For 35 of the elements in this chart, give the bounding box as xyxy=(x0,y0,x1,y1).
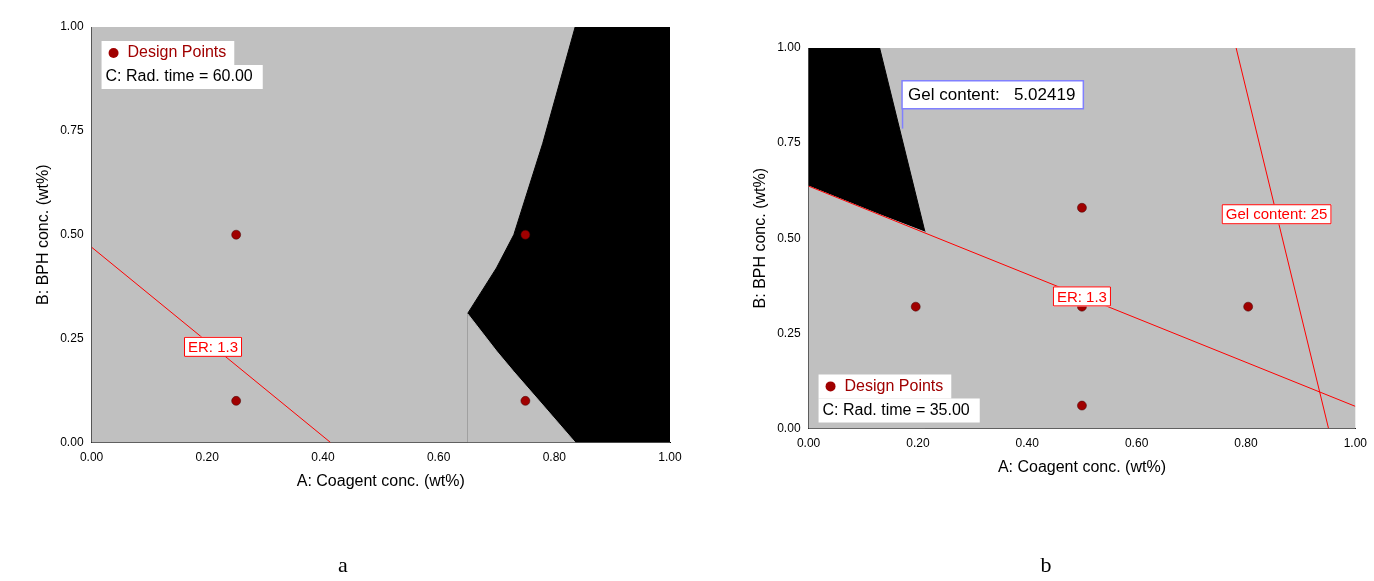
legend-label: Design Points xyxy=(844,376,944,394)
x-tick-label: 0.40 xyxy=(1015,435,1040,450)
y-tick-label: 0.50 xyxy=(60,227,84,242)
annotation: ER: 1.3 xyxy=(188,338,239,355)
legend-label: Design Points xyxy=(127,43,227,61)
annotation: ER: 1.3 xyxy=(1056,287,1107,305)
annotation: C: Rad. time = 60.00 xyxy=(105,67,253,85)
annotation: Gel content: 5.02419 xyxy=(908,85,1076,105)
y-tick-label: 0.50 xyxy=(777,230,801,245)
text: a xyxy=(337,552,349,578)
y-tick-label: 0.75 xyxy=(777,135,801,150)
x-tick-label: 0.20 xyxy=(195,449,220,464)
x-tick-label: 0.80 xyxy=(542,449,567,464)
x-tick-label: 0.60 xyxy=(1124,435,1149,450)
x-tick-label: 0.20 xyxy=(906,435,930,450)
x-tick-label: 1.00 xyxy=(1343,435,1368,450)
x-tick-label: 0.00 xyxy=(796,435,821,450)
x-tick-label: 0.60 xyxy=(426,449,451,464)
x-tick-label: 0.00 xyxy=(79,449,104,464)
y-tick-label: 0.25 xyxy=(777,325,801,340)
x-axis-title: A: Coagent conc. (wt%) xyxy=(997,457,1166,475)
annotation: Gel content: 25 xyxy=(1225,205,1328,223)
annotation: C: Rad. time = 35.00 xyxy=(822,400,970,418)
x-tick-label: 1.00 xyxy=(658,449,682,464)
x-axis-title: A: Coagent conc. (wt%) xyxy=(296,471,465,489)
x-tick-label: 0.40 xyxy=(311,449,335,464)
y-tick-label: 0.00 xyxy=(777,420,801,435)
x-tick-label: 0.80 xyxy=(1234,435,1258,450)
y-axis-title: B: BPH conc. (wt%) xyxy=(34,164,52,305)
text: b xyxy=(1039,552,1053,578)
y-tick-label: 0.25 xyxy=(60,330,84,345)
y-axis-title: B: BPH conc. (wt%) xyxy=(751,167,769,309)
y-tick-label: 0.75 xyxy=(60,123,84,138)
y-tick-label: 1.00 xyxy=(60,19,84,34)
y-tick-label: 1.00 xyxy=(777,40,801,55)
